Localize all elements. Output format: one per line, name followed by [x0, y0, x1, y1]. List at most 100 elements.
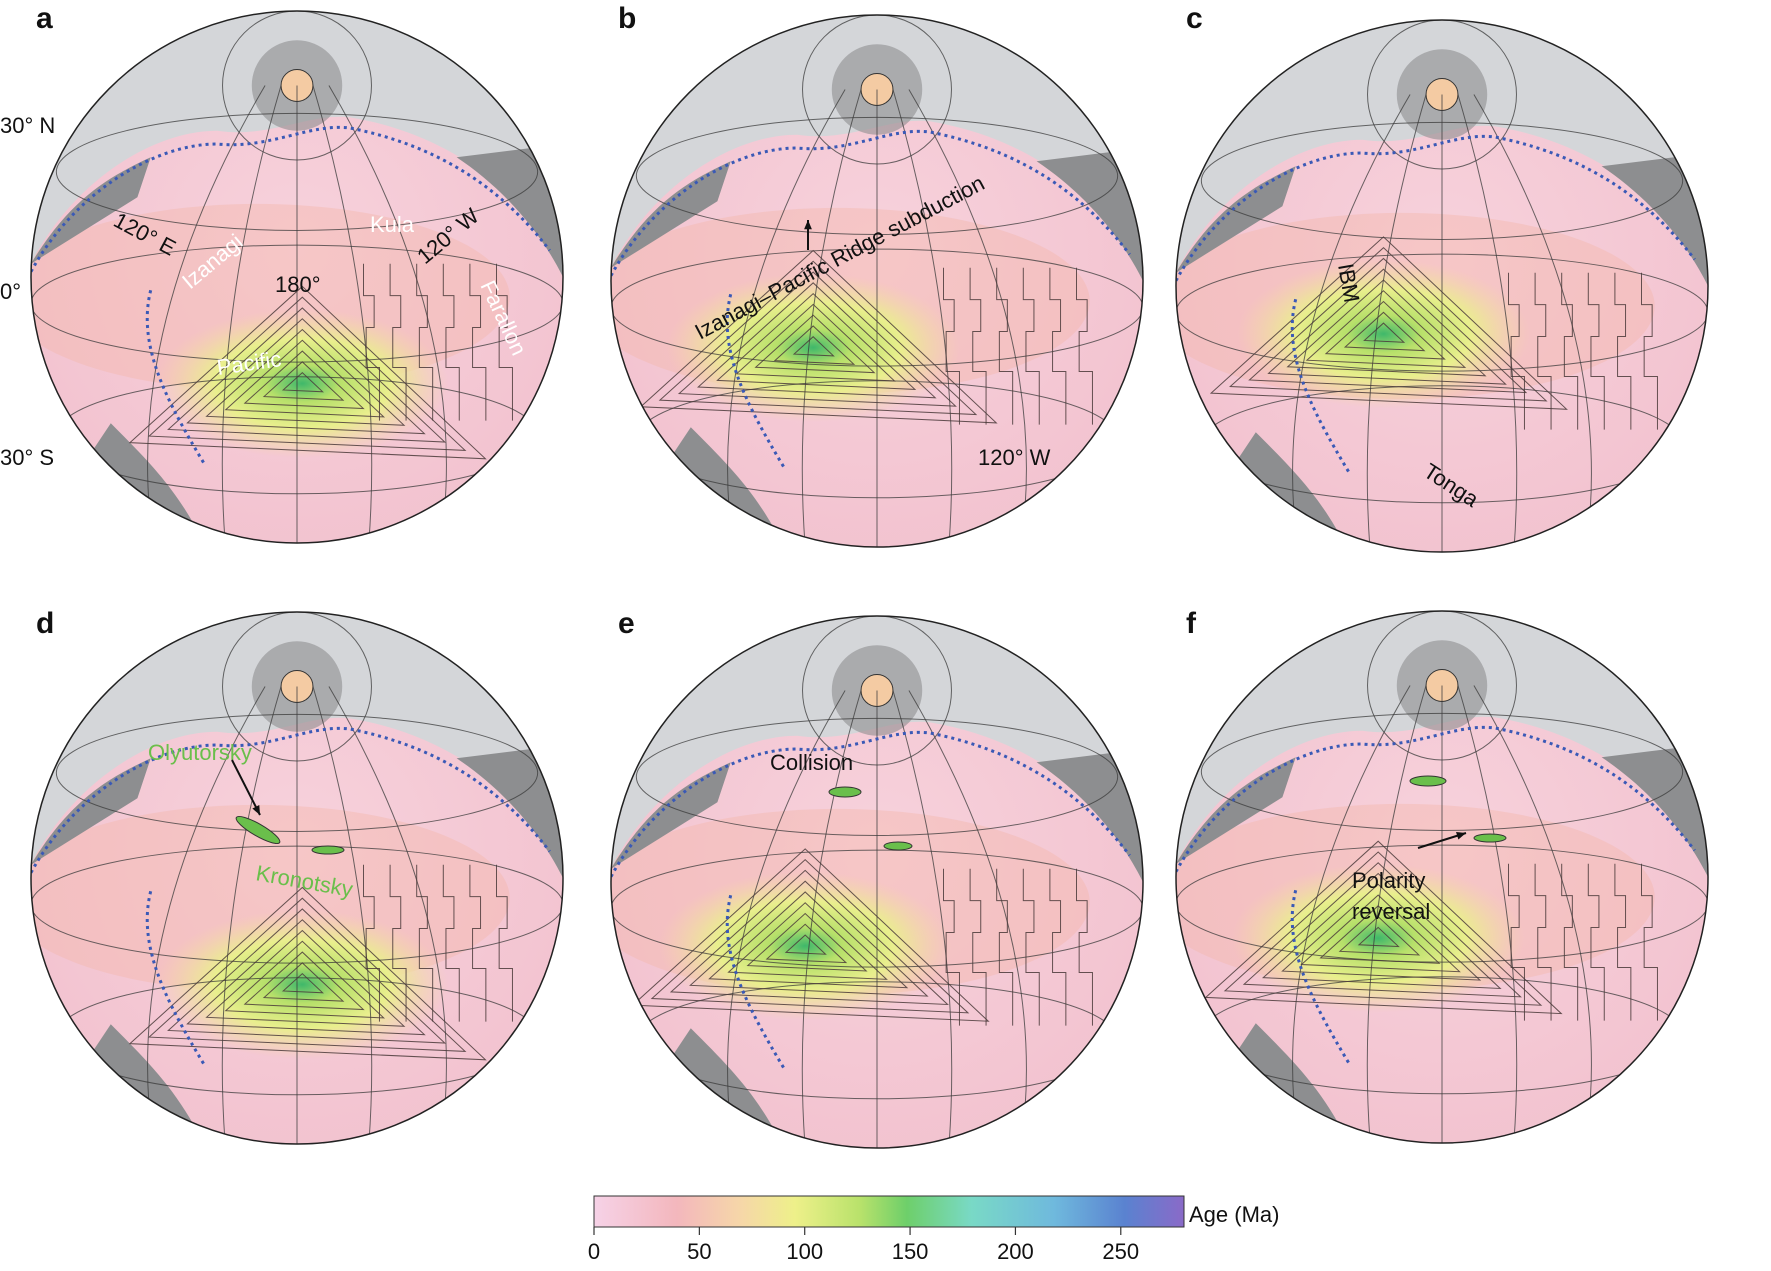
continent-north	[1176, 611, 1708, 864]
meridian-line	[908, 690, 1027, 1148]
isochron	[147, 296, 467, 451]
longitude-label-180: 180°	[275, 272, 321, 297]
meridian-line	[727, 89, 846, 547]
isochron	[1248, 257, 1528, 394]
polar-circle	[802, 616, 952, 766]
isochron	[224, 940, 386, 1019]
fracture-zone	[1022, 267, 1040, 425]
globe-outline	[1175, 610, 1709, 1144]
isochron	[205, 328, 406, 426]
continent-north	[611, 616, 1143, 869]
globe-panel-f: f	[1175, 607, 1709, 1144]
colorbar-tick-label: 0	[588, 1239, 600, 1264]
meridian-line	[328, 686, 447, 1144]
isochron	[639, 249, 998, 424]
polar-circle	[1367, 20, 1517, 170]
subduction-trench	[31, 125, 551, 273]
subduction-trench	[1176, 725, 1696, 873]
isochron	[205, 929, 406, 1027]
isochron	[765, 923, 848, 964]
isochron	[1324, 300, 1446, 360]
isochrons	[128, 864, 513, 1061]
isochron	[735, 303, 896, 382]
terrane-kronotsky	[1473, 833, 1507, 843]
meridian-line	[1473, 94, 1592, 552]
fracture-zone	[943, 267, 960, 425]
subduction-trench	[611, 730, 1131, 878]
colorbar-ticks: 0 50 100 150 200 250	[588, 1227, 1139, 1264]
colorbar-tick-label: 150	[892, 1239, 929, 1264]
isochron	[243, 350, 365, 410]
globe-panel-e: e	[610, 607, 1144, 1149]
isochrons	[639, 249, 1093, 425]
fracture-zone	[389, 864, 407, 1022]
colorbar: 0 50 100 150 200 250 Age (Ma)	[588, 1195, 1279, 1264]
isochron	[1281, 883, 1482, 981]
fracture-zone	[363, 864, 380, 1022]
fracture-zone	[442, 263, 460, 421]
fracture-zone	[969, 868, 987, 1026]
isochron	[1338, 915, 1421, 956]
isochron	[186, 919, 426, 1036]
colorbar-label: Age (Ma)	[1189, 1202, 1279, 1227]
globe-outline	[1175, 19, 1709, 553]
fracture-zone	[1508, 863, 1525, 1021]
meridian-line	[908, 89, 1027, 547]
isochron	[784, 934, 827, 955]
fracture-zone	[1561, 863, 1579, 1021]
continental-shelf	[1176, 757, 1296, 864]
annotation-polarity-line1: Polarity	[1352, 868, 1425, 893]
colorbar-tick-label: 100	[786, 1239, 823, 1264]
meridian-line	[147, 686, 266, 1144]
fracture-zone	[496, 263, 513, 421]
isochron	[147, 897, 467, 1052]
meridian-line	[1292, 685, 1411, 1143]
annotation-arrow	[231, 759, 261, 816]
fracture-zone	[996, 267, 1014, 425]
isochron	[128, 886, 487, 1061]
isochron	[1242, 862, 1522, 998]
globe-panel-b: b	[610, 2, 1144, 548]
isochron	[1209, 236, 1568, 410]
isochron	[128, 285, 487, 460]
panel-letter: b	[618, 2, 636, 35]
panel-letter: a	[36, 2, 53, 35]
latitude-label-30n: 30° N	[0, 113, 55, 138]
isochrons	[128, 263, 513, 460]
isochron	[689, 880, 929, 997]
continental-shelf	[31, 157, 151, 264]
isochrons	[631, 848, 1093, 1026]
old-crust-patch	[658, 871, 952, 1021]
fracture-zone	[1587, 863, 1605, 1021]
isochrons	[1204, 840, 1658, 1021]
fracture-zone	[469, 864, 487, 1022]
subduction-trench	[31, 726, 551, 874]
fracture-zone	[1587, 272, 1605, 430]
colorbar-tick-label: 50	[687, 1239, 711, 1264]
continental-shelf	[31, 758, 151, 865]
terrane-olyutorsky	[1409, 775, 1447, 787]
fracture-zone	[1614, 863, 1632, 1021]
fracture-zone	[996, 868, 1014, 1026]
fracture-zone	[1049, 868, 1067, 1026]
isochron	[716, 292, 917, 390]
isochron	[1363, 322, 1406, 343]
panel-letter: c	[1186, 2, 1203, 35]
fracture-zone	[943, 868, 960, 1026]
isochron	[1357, 926, 1400, 948]
old-crust-patch	[1231, 863, 1525, 1013]
fracture-zone	[1049, 267, 1067, 425]
graticule	[31, 11, 563, 543]
continental-shelf	[1176, 166, 1296, 273]
globe-outline	[30, 10, 564, 544]
fracture-zone	[1641, 863, 1658, 1021]
subduction-trench	[611, 129, 1131, 277]
isochron	[669, 869, 949, 1006]
fracture-zone	[416, 864, 434, 1022]
isochron	[1286, 279, 1487, 377]
isochron	[746, 912, 868, 972]
terrane-collided	[828, 786, 862, 798]
isochron	[650, 858, 970, 1014]
isochron	[167, 908, 447, 1044]
graticule	[611, 616, 1143, 1148]
